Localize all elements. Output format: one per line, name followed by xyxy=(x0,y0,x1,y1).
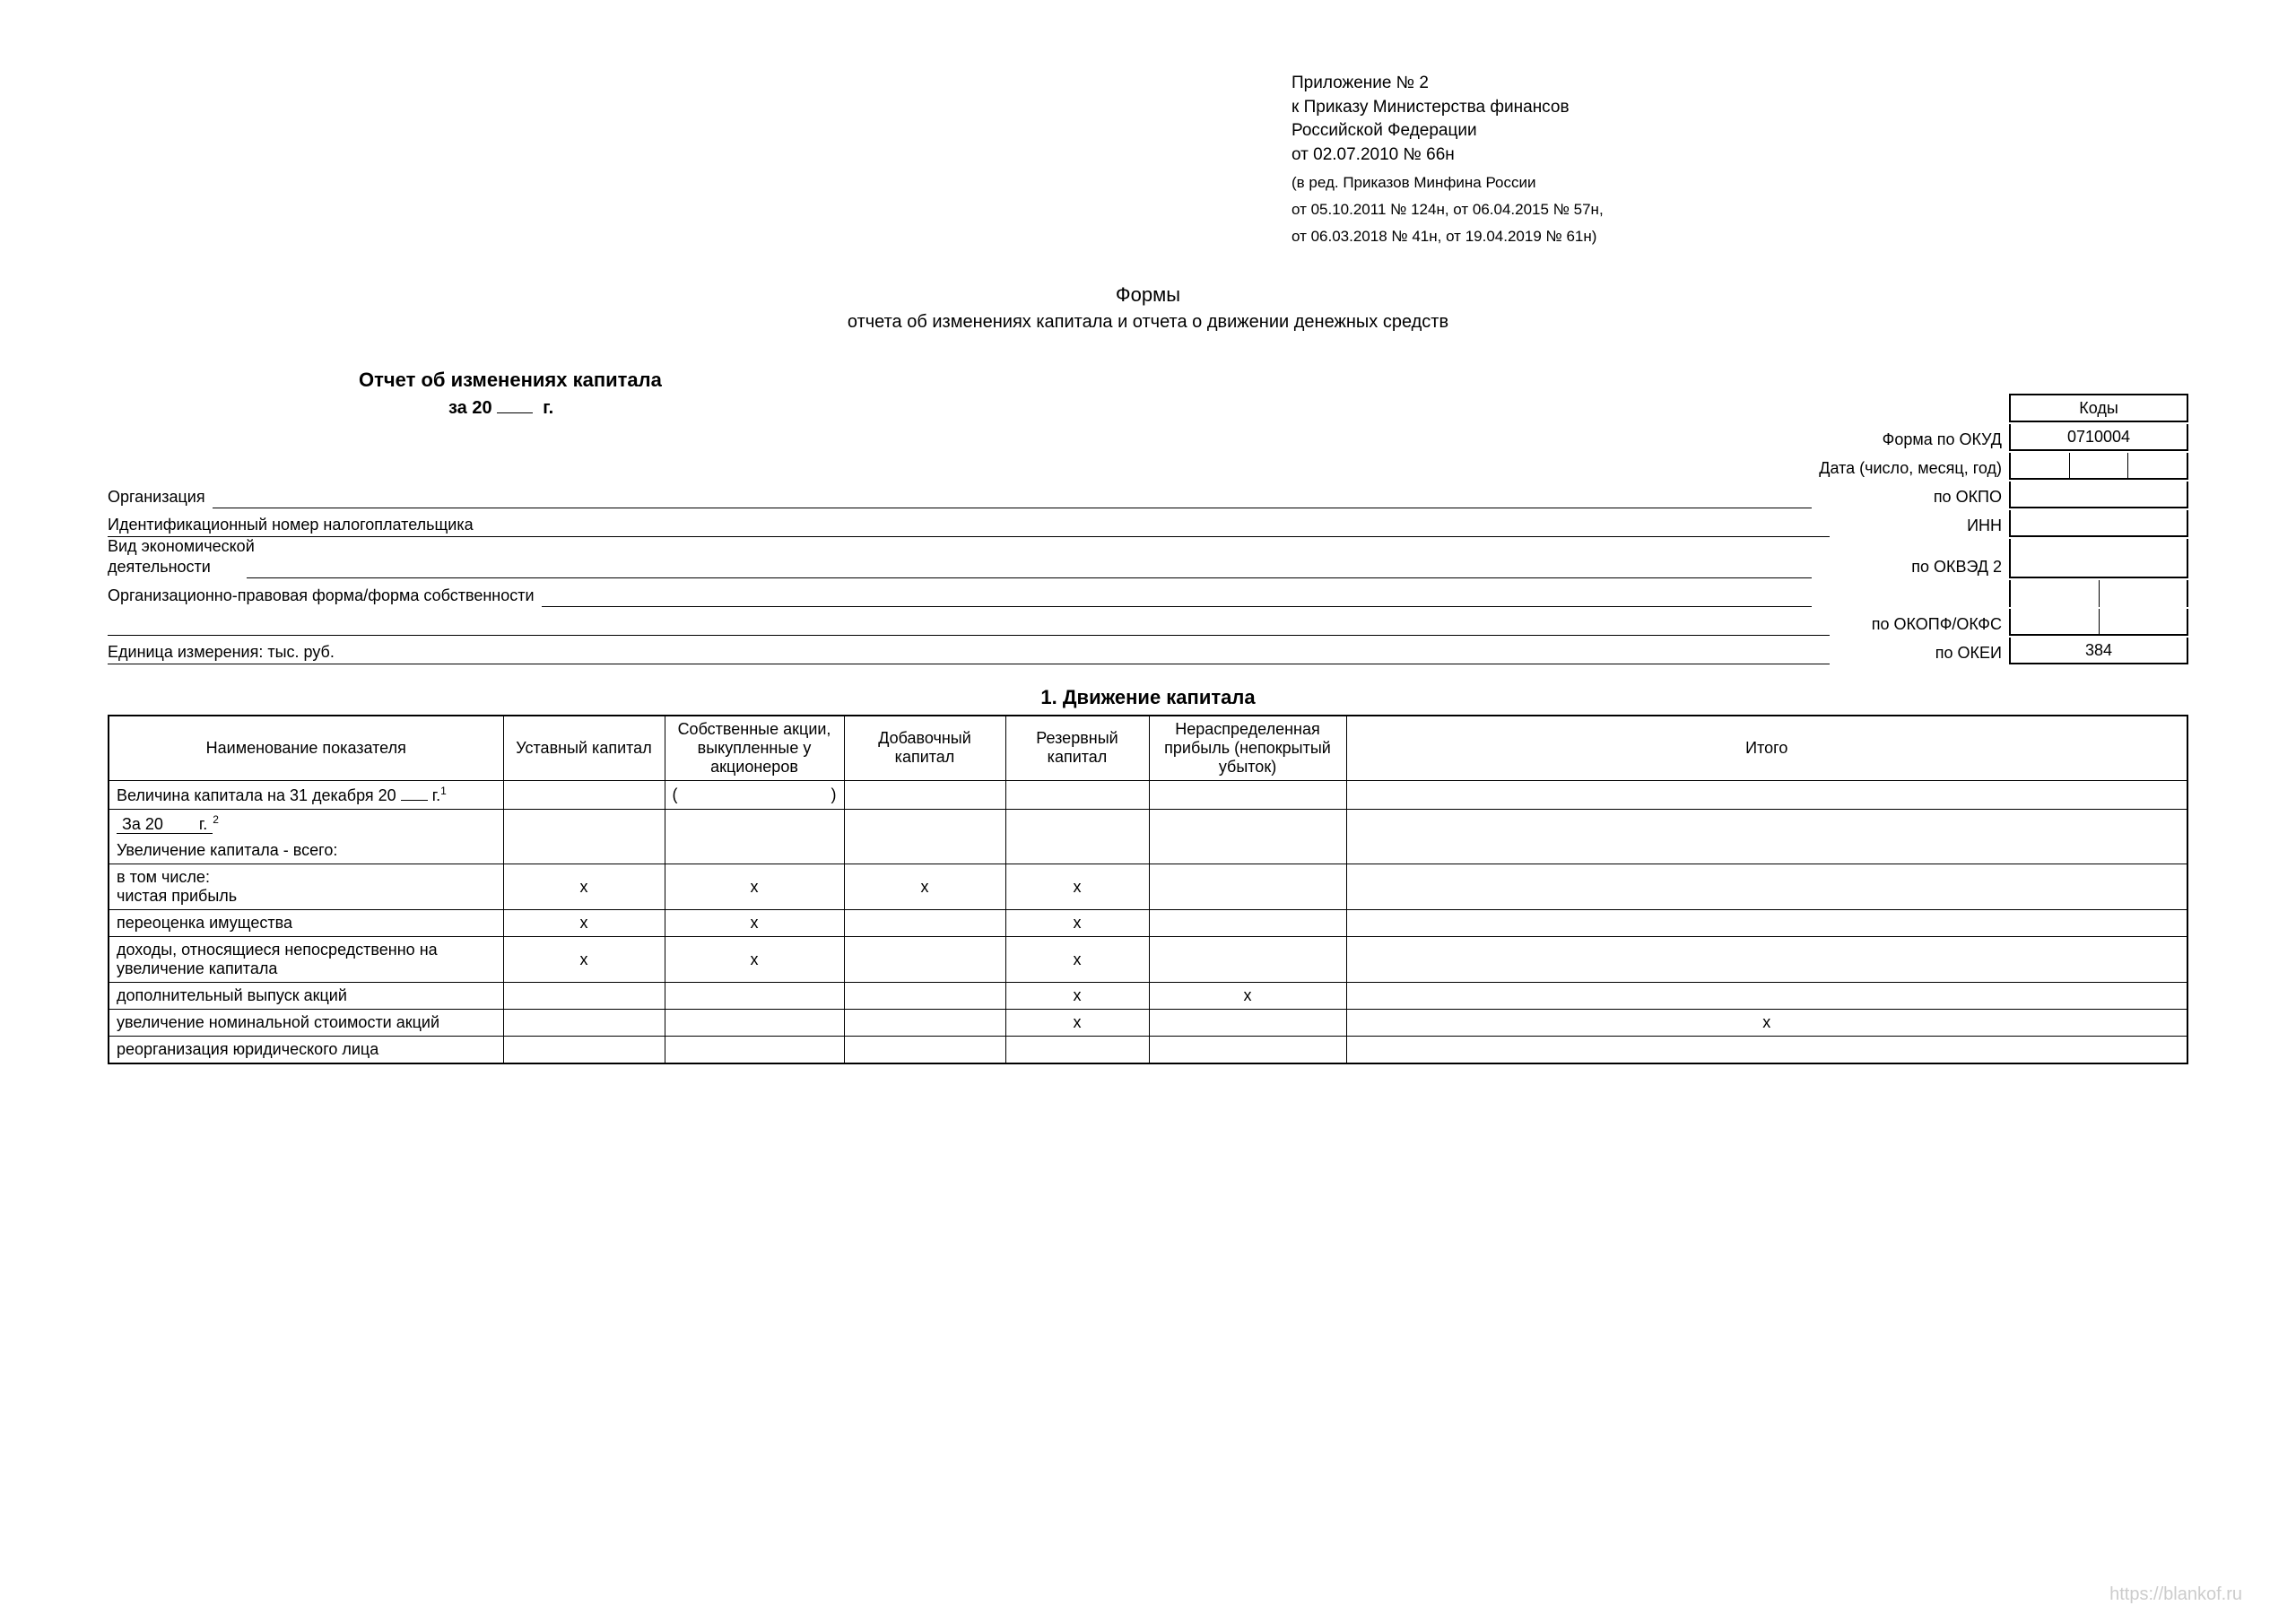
okved-label: по ОКВЭД 2 xyxy=(1830,558,2009,578)
org-fill xyxy=(213,489,1812,508)
year-prefix: за 20 xyxy=(448,398,492,418)
codes-grid: Коды Форма по ОКУД 0710004 Дата (число, … xyxy=(108,394,2188,664)
okud-label: Форма по ОКУД xyxy=(1830,430,2009,451)
appendix-line4: от 02.07.2010 № 66н xyxy=(1292,143,2188,168)
inn-value xyxy=(2009,510,2188,537)
row-nominal-increase: увеличение номинальной стоимости акций x… xyxy=(109,1010,2187,1037)
unit-label: Единица измерения: тыс. руб. xyxy=(108,643,335,664)
date-day xyxy=(2011,453,2069,478)
okopf-value xyxy=(2011,580,2099,607)
okei-label: по ОКЕИ xyxy=(1830,644,2009,664)
row3-name: Увеличение капитала - всего: xyxy=(109,838,503,864)
inn-label: ИНН xyxy=(1830,516,2009,537)
codes-header-cell: Коды xyxy=(2009,394,2188,422)
col-res: Резервный капитал xyxy=(1005,716,1149,781)
row1-profit xyxy=(1149,780,1346,809)
date-label: Дата (число, месяц, год) xyxy=(1819,459,2009,480)
year-suffix: г. xyxy=(543,398,553,418)
row-additional-issue: дополнительный выпуск акций x x xyxy=(109,983,2187,1010)
col-profit: Нераспределенная прибыль (непокрытый убы… xyxy=(1149,716,1346,781)
activity-fill xyxy=(247,559,1812,578)
okfs-value xyxy=(2099,580,2187,607)
orgform-label: Организационно-правовая форма/форма собс… xyxy=(108,586,535,607)
col-ustav: Уставный капитал xyxy=(503,716,665,781)
appendix-ed1: (в ред. Приказов Минфина России xyxy=(1292,172,2188,194)
forms-subtitle: отчета об изменениях капитала и отчета о… xyxy=(108,312,2188,333)
row1-ustav xyxy=(503,780,665,809)
footer-url: https://blankof.ru xyxy=(2109,1584,2242,1605)
col-total: Итого xyxy=(1346,716,2187,781)
row2-own xyxy=(665,809,844,864)
okpo-label: по ОКПО xyxy=(1830,488,2009,508)
appendix-block: Приложение № 2 к Приказу Министерства фи… xyxy=(1292,72,2188,247)
row2-profit xyxy=(1149,809,1346,864)
activity-label2: деятельности xyxy=(108,558,211,578)
okopf-cells-top xyxy=(2009,580,2188,607)
appendix-line2: к Приказу Министерства финансов xyxy=(1292,96,2188,120)
okved-value xyxy=(2009,539,2188,578)
forms-title: Формы xyxy=(108,283,2188,307)
row-net-profit: в том числе: чистая прибыль x x x x xyxy=(109,864,2187,910)
okopf-cells xyxy=(2009,609,2188,636)
date-month xyxy=(2069,453,2128,478)
year-blank xyxy=(497,395,533,413)
row-za-year: За 20 г.2 xyxy=(109,809,2187,838)
okpo-value xyxy=(2009,482,2188,508)
row2-ustav xyxy=(503,809,665,864)
okopf-label: по ОКОПФ/ОКФС xyxy=(1830,615,2009,636)
table-header-row: Наименование показателя Уставный капитал… xyxy=(109,716,2187,781)
col-name: Наименование показателя xyxy=(109,716,503,781)
capital-table: Наименование показателя Уставный капитал… xyxy=(108,715,2188,1065)
activity-label1: Вид экономической xyxy=(108,537,1819,558)
report-title: Отчет об изменениях капитала xyxy=(359,369,2188,392)
inn-left-label: Идентификационный номер налогоплательщик… xyxy=(108,516,474,536)
date-year xyxy=(2127,453,2187,478)
row1-own: () xyxy=(665,780,844,809)
row2-total xyxy=(1346,809,2187,864)
row1-add xyxy=(844,780,1005,809)
appendix-line3: Российской Федерации xyxy=(1292,119,2188,143)
col-add: Добавочный капитал xyxy=(844,716,1005,781)
row-capital-31dec: Величина капитала на 31 декабря 20 г.1 (… xyxy=(109,780,2187,809)
okud-value: 0710004 xyxy=(2009,424,2188,451)
appendix-ed3: от 06.03.2018 № 41н, от 19.04.2019 № 61н… xyxy=(1292,226,2188,247)
row-direct-income: доходы, относящиеся непосредственно на у… xyxy=(109,937,2187,983)
appendix-ed2: от 05.10.2011 № 124н, от 06.04.2015 № 57… xyxy=(1292,199,2188,221)
okei-value: 384 xyxy=(2009,638,2188,664)
row2-res xyxy=(1005,809,1149,864)
org-label: Организация xyxy=(108,488,205,508)
row-revaluation: переоценка имущества x x x xyxy=(109,910,2187,937)
row1-res xyxy=(1005,780,1149,809)
row1-name: Величина капитала на 31 декабря 20 г.1 xyxy=(109,780,503,809)
appendix-line1: Приложение № 2 xyxy=(1292,72,2188,96)
row-reorganization: реорганизация юридического лица xyxy=(109,1037,2187,1064)
orgform-fill1 xyxy=(542,587,1812,607)
row2-add xyxy=(844,809,1005,864)
row1-total xyxy=(1346,780,2187,809)
date-cells xyxy=(2009,453,2188,480)
section1-title: 1. Движение капитала xyxy=(108,686,2188,709)
col-own: Собственные акции, выкупленные у акционе… xyxy=(665,716,844,781)
